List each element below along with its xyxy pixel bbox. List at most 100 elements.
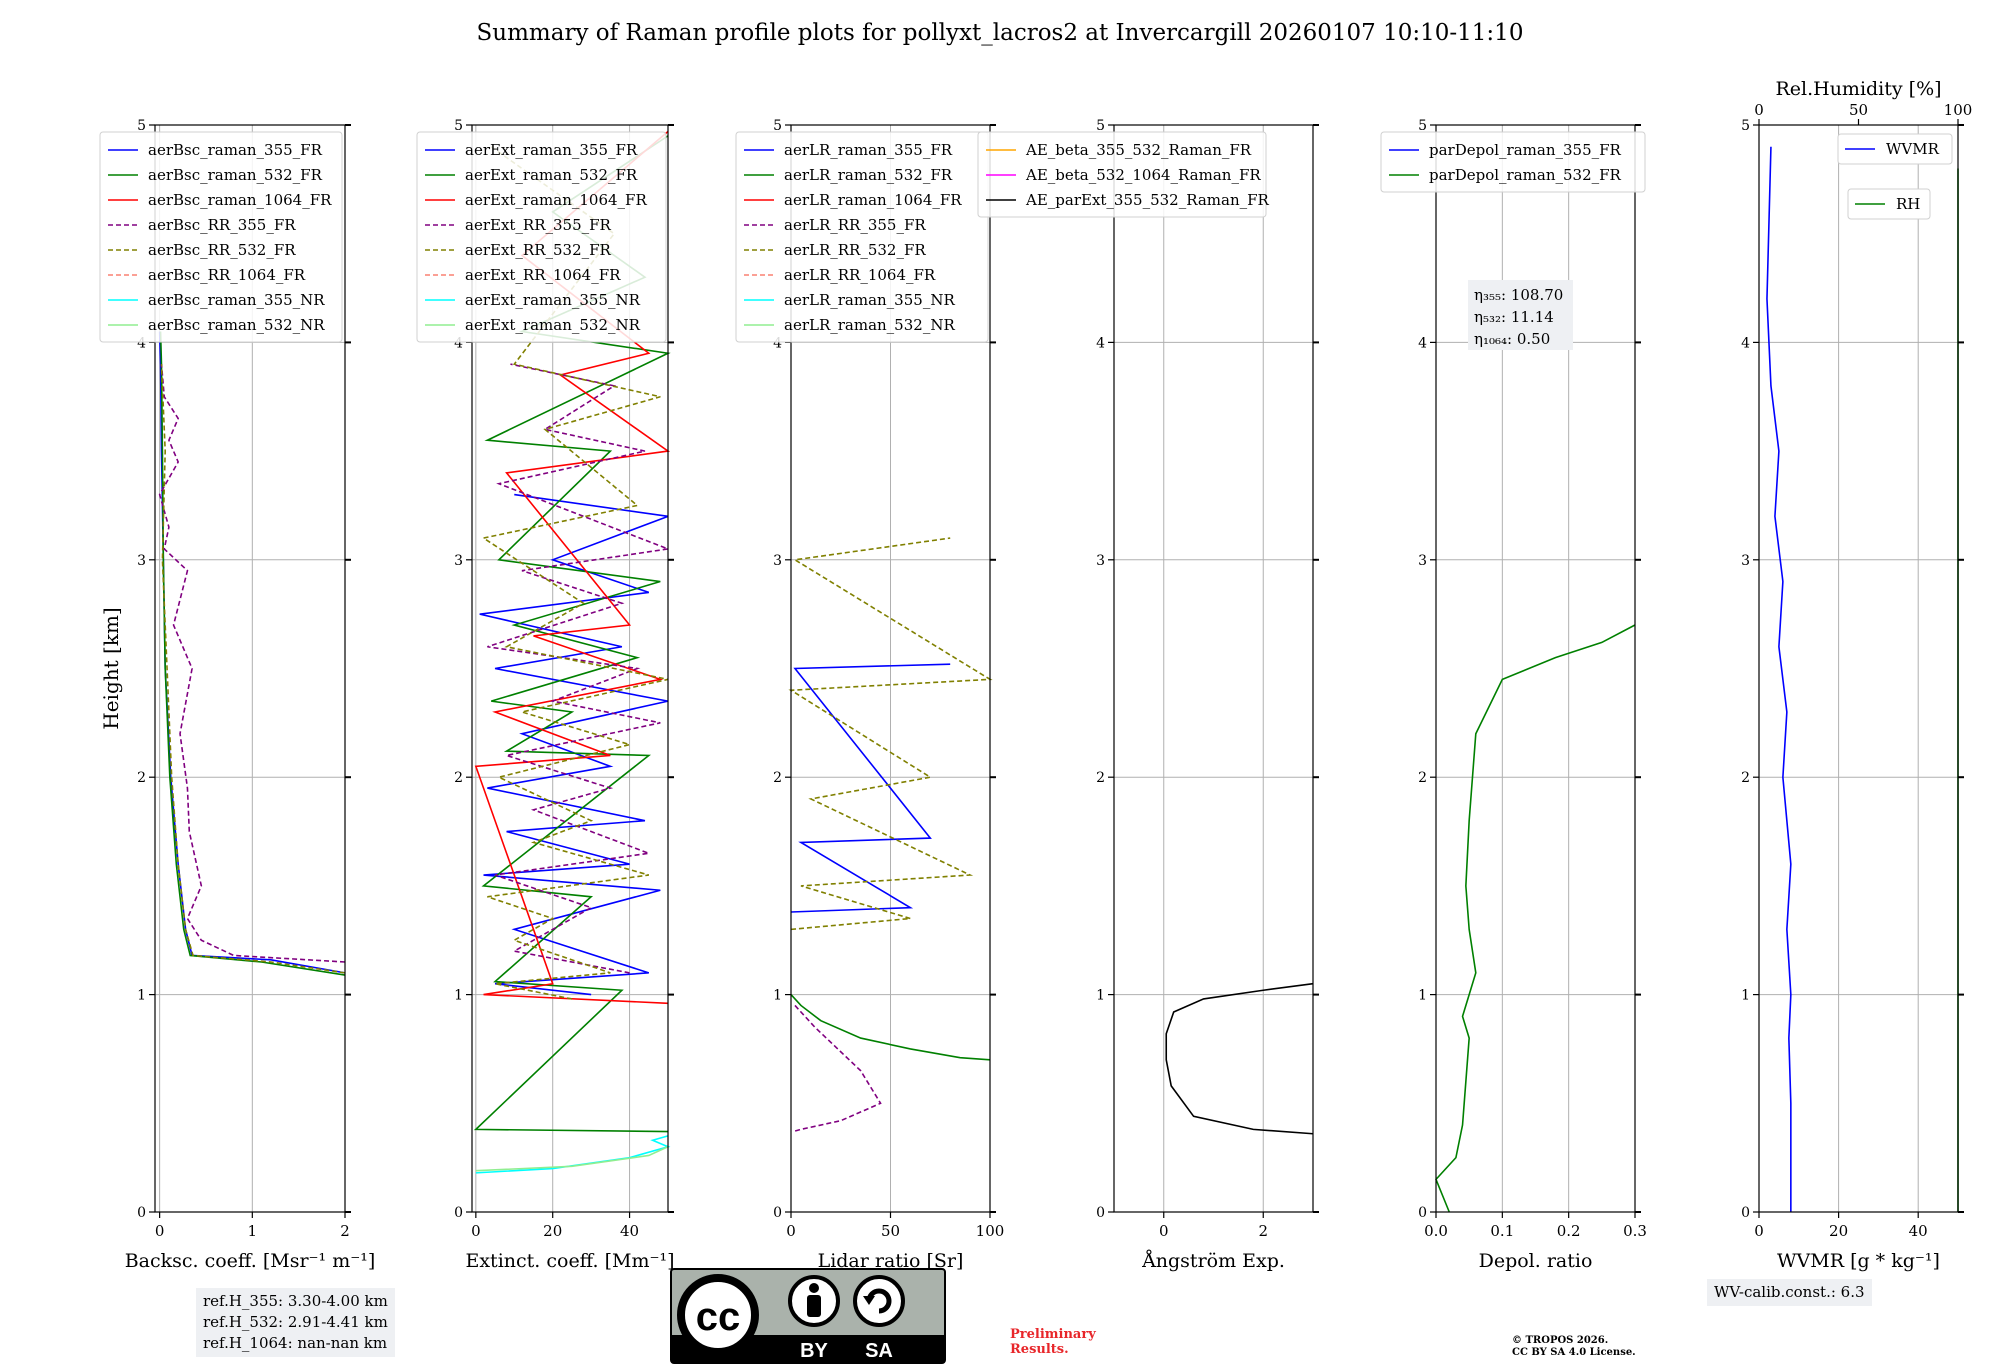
x-tick-label: 100 [976,1222,1005,1240]
x-tick-label: 0 [471,1222,481,1240]
x-tick-label: 20 [543,1222,562,1240]
cc-by-sa-badge: cc BY SA [670,1268,946,1364]
y-tick-label: 1 [454,988,463,1004]
series-line-aerExt_raman_355_NR [475,1135,671,1174]
y-tick-label: 2 [1096,770,1105,786]
y-tick-label: 4 [1741,335,1750,351]
x-tick-label: 0 [1754,1222,1764,1240]
legend-label-aerBsc_RR_532_FR: aerBsc_RR_532_FR [148,241,296,259]
legend-label-aerBsc_RR_1064_FR: aerBsc_RR_1064_FR [148,266,306,284]
x-axis-label: Extinct. coeff. [Mm⁻¹] [465,1250,674,1272]
y-tick-label: 5 [137,118,146,134]
legend-box [1380,131,1646,193]
eta-annotation-box [1468,280,1573,350]
series-line-aerBsc_RR_532_FR [160,364,346,974]
legend-label-aerExt_RR_355_FR: aerExt_RR_355_FR [465,216,612,234]
by-label: BY [800,1340,828,1362]
series-line-aerBsc_raman_355_FR [158,331,346,974]
legend-label-aerExt_raman_532_FR: aerExt_raman_532_FR [465,166,638,184]
copyright-line-1: © TROPOS 2026. [1512,1335,1609,1346]
legend-label-aerLR_RR_355_FR: aerLR_RR_355_FR [784,216,926,234]
x-tick-label: 20 [1829,1222,1848,1240]
x-tick-label: 0 [155,1222,165,1240]
series-line-aerExt_RR_532_FR [481,146,669,1000]
eta-annotation-line: η₅₃₂: 11.14 [1474,308,1554,326]
legend-label-AE_parExt_355_532_Raman_FR: AE_parExt_355_532_Raman_FR [1025,191,1270,209]
y-tick-label: 4 [773,335,782,351]
preliminary-line-2: Results. [1010,1342,1069,1357]
legend-box [1837,133,1953,165]
y-tick-label: 5 [1096,118,1105,134]
series-line-aerLR_RR_532_FR [788,537,993,931]
figure-title: Summary of Raman profile plots for polly… [476,20,1524,46]
series-line-aerLR_raman_355_FR [790,663,951,913]
copyright-line-2: CC BY SA 4.0 License. [1512,1347,1636,1358]
series-line-aerExt_raman_532_NR [475,1146,669,1172]
legend-label-aerBsc_RR_355_FR: aerBsc_RR_355_FR [148,216,296,234]
legend-label-parDepol_raman_532_FR: parDepol_raman_532_FR [1429,166,1622,184]
y-tick-label: 5 [1418,118,1427,134]
legend-label-AE_beta_355_532_Raman_FR: AE_beta_355_532_Raman_FR [1025,141,1252,159]
legend-label-aerBsc_raman_355_NR: aerBsc_raman_355_NR [148,291,325,309]
x-tick-label: 0.3 [1623,1222,1647,1240]
sa-label: SA [865,1340,893,1362]
series-line-aerLR_raman_532_FR [790,994,991,1061]
legend-label-aerLR_raman_355_NR: aerLR_raman_355_NR [784,291,955,309]
x-tick-label: 0.2 [1557,1222,1581,1240]
y-tick-label: 1 [1418,988,1427,1004]
legend-label-aerBsc_raman_532_FR: aerBsc_raman_532_FR [148,166,323,184]
eta-annotation-line: η₃₅₅: 108.70 [1474,286,1563,304]
copyright-note: © TROPOS 2026. CC BY SA 4.0 License. [1512,1335,1636,1359]
x-axis-label: Backsc. coeff. [Msr⁻¹ m⁻¹] [125,1250,376,1272]
y-tick-label: 4 [137,335,146,351]
y-tick-label: 3 [137,553,146,569]
y-tick-label: 1 [1096,988,1105,1004]
legend: AE_beta_355_532_Raman_FR AE_beta_532_1064… [977,131,1270,218]
series-line-WVMR [1766,146,1792,1212]
y-tick-label: 0 [1418,1205,1427,1221]
eta-annotation-line: η₁₀₆₄: 0.50 [1474,330,1550,348]
legend-label-aerLR_raman_532_FR: aerLR_raman_532_FR [784,166,953,184]
legend-label-aerExt_raman_1064_FR: aerExt_raman_1064_FR [465,191,647,209]
series-line-aerLR_RR_355_FR [792,1004,882,1133]
y-tick-label: 3 [773,553,782,569]
y-tick-label: 0 [137,1205,146,1221]
y-tick-label: 3 [1741,553,1750,569]
legend: parDepol_raman_355_FR parDepol_raman_532_… [1380,131,1646,193]
ref-height-1064: ref.H_1064: nan-nan km [203,1334,388,1352]
legend-box [416,131,667,343]
x-tick-label: 0.1 [1490,1222,1514,1240]
series-line-aerExt_raman_1064_FR [474,130,671,1005]
legend: aerBsc_raman_355_FR aerBsc_raman_532_FRae… [99,131,343,343]
x-tick-label: 40 [1909,1222,1928,1240]
x-axis-label: Ångström Exp. [1141,1250,1285,1272]
x-axis-label: WVMR [g * kg⁻¹] [1777,1250,1940,1272]
y-tick-label: 0 [454,1205,463,1221]
y-tick-label: 4 [1418,335,1427,351]
legend-label-aerLR_RR_532_FR: aerLR_RR_532_FR [784,241,926,259]
y-tick-label: 4 [1096,335,1105,351]
sa-share-alike-icon [853,1275,905,1327]
series-line-aerExt_raman_355_FR [479,493,669,996]
plot-area [1759,125,1958,1212]
legend-label-aerExt_raman_532_NR: aerExt_raman_532_NR [465,316,641,334]
y-tick-label: 2 [1741,770,1750,786]
legend-label-parDepol_raman_355_FR: parDepol_raman_355_FR [1429,141,1622,159]
legend-label-aerLR_raman_532_NR: aerLR_raman_532_NR [784,316,955,334]
y-tick-label: 1 [773,988,782,1004]
panel-ext: 0 1 2 3 4 5 0 20 40 Extinct. coeff. [Mm⁻¹] aerExt_… [416,118,675,1272]
y-tick-label: 0 [773,1205,782,1221]
legend-label-aerExt_raman_355_NR: aerExt_raman_355_NR [465,291,641,309]
plot-area [1114,125,1313,1212]
legend-label-aerBsc_raman_1064_FR: aerBsc_raman_1064_FR [148,191,332,209]
legend-label-aerBsc_raman_532_NR: aerBsc_raman_532_NR [148,316,325,334]
legend-box [977,131,1267,218]
x-tick-label: 0 [1159,1222,1169,1240]
series-line-parDepol_raman_532_FR [1435,624,1636,1213]
x-tick-label: 50 [881,1222,900,1240]
legend: aerExt_raman_355_FR aerExt_raman_532_FRae… [416,131,667,343]
y-tick-label: 2 [454,770,463,786]
series-line-AE_parExt_355_532_Raman_FR [1165,982,1314,1135]
panel-ae: 0 1 2 3 4 5 0 2 Ångström Exp. AE_beta_355_532_Ram… [977,118,1319,1272]
